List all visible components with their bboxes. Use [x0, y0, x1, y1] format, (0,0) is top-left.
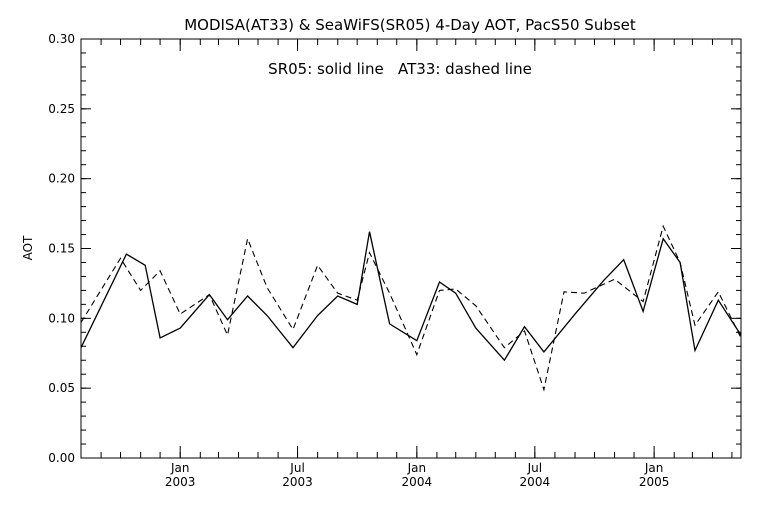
series-line-at33 [80, 224, 742, 392]
x-tick-month-label: Jan [644, 461, 664, 475]
x-tick-month-label: Jan [407, 461, 427, 475]
line-style-annotation: SR05: solid line AT33: dashed line [268, 60, 532, 78]
x-tick-year-label: 2003 [165, 475, 196, 489]
y-axis-label: AOT [21, 235, 35, 260]
y-tick-label: 0.15 [48, 242, 75, 256]
y-tick-label: 0.20 [48, 172, 75, 186]
y-axis-ticks: 0.00 0.05 0.10 0.15 0.20 0.25 0.30 [48, 32, 741, 465]
chart-title: MODISA(AT33) & SeaWiFS(SR05) 4-Day AOT, … [184, 16, 636, 34]
plot-frame [80, 38, 742, 459]
x-tick-month-label: Jul [289, 461, 304, 475]
x-tick-month-label: Jul [527, 461, 542, 475]
y-tick-label: 0.10 [48, 311, 75, 325]
series-line-sr05 [80, 231, 742, 362]
x-tick-year-label: 2003 [282, 475, 313, 489]
series-layer [80, 224, 742, 392]
y-tick-label: 0.00 [48, 451, 75, 465]
x-tick-year-label: 2005 [639, 475, 670, 489]
x-tick-year-label: 2004 [402, 475, 433, 489]
x-tick-month-label: Jan [170, 461, 190, 475]
y-tick-label: 0.05 [48, 381, 75, 395]
x-tick-year-label: 2004 [520, 475, 551, 489]
y-tick-label: 0.25 [48, 102, 75, 116]
y-tick-label: 0.30 [48, 32, 75, 46]
